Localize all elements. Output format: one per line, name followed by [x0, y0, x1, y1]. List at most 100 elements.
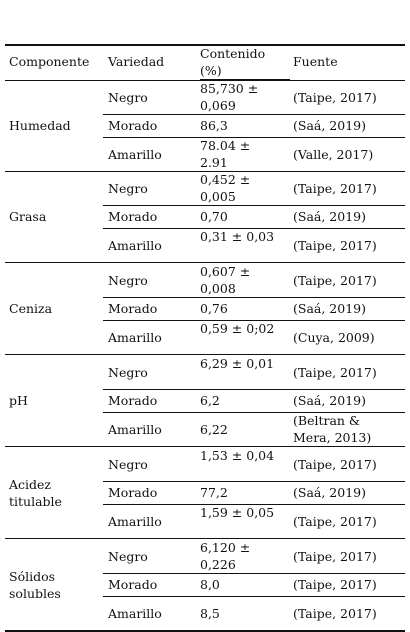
variedad-cell: Negro — [108, 364, 148, 380]
fuente-cell: (Saá, 2019) — [293, 485, 366, 500]
variedad-cell: Negro — [108, 272, 148, 288]
contenido-cell: 6,120 ± 0,226 — [200, 540, 251, 572]
row-divider — [103, 228, 405, 229]
table-row: Morado 8,0 (Taipe, 2017) — [5, 573, 405, 596]
componente-label: Humedad — [9, 118, 71, 133]
contenido-cell: 0,59 ± 0;02 — [200, 321, 275, 336]
contenido-cell: 77,2 — [200, 485, 228, 500]
table-row: Negro 0,607 ± 0,008 (Taipe, 2017) — [5, 263, 405, 297]
table-row: Amarillo 6,22 (Beltran & Mera, 2013) — [5, 412, 405, 446]
fuente-cell: (Taipe, 2017) — [293, 89, 377, 105]
contenido-cell: 6,22 — [200, 421, 228, 437]
row-divider — [103, 205, 405, 206]
componente-label: Ceniza — [9, 301, 53, 316]
variedad-cell: Negro — [108, 89, 148, 105]
table-row: Amarillo 0,31 ± 0,03 (Taipe, 2017) — [5, 228, 405, 262]
table-row: Morado 6,2 (Saá, 2019) — [5, 389, 405, 412]
componente-label: pH — [9, 393, 28, 408]
table-row: Negro 0,452 ± 0,005 (Taipe, 2017) — [5, 171, 405, 205]
variedad-cell: Amarillo — [108, 421, 162, 437]
contenido-cell: 6,2 — [200, 393, 220, 408]
table-row: Amarillo 8,5 (Taipe, 2017) — [5, 596, 405, 630]
contenido-cell: 1,59 ± 0,05 — [200, 505, 275, 520]
fuente-cell: (Saá, 2019) — [293, 301, 366, 316]
fuente-cell: (Beltran & Mera, 2013) — [293, 413, 372, 445]
table-row: Negro 6,120 ± 0,226 (Taipe, 2017) — [5, 539, 405, 573]
variedad-cell: Negro — [108, 456, 148, 472]
variedad-cell: Morado — [108, 393, 158, 408]
variedad-cell: Amarillo — [108, 605, 162, 621]
fuente-cell: (Taipe, 2017) — [293, 605, 377, 621]
table-row: Amarillo 78.04 ± 2.91 (Valle, 2017) — [5, 137, 405, 171]
variedad-cell: Morado — [108, 485, 158, 500]
table-row: Negro 6,29 ± 0,01 (Taipe, 2017) — [5, 355, 405, 389]
fuente-cell: (Taipe, 2017) — [293, 237, 377, 253]
fuente-cell: (Saá, 2019) — [293, 209, 366, 224]
table-row: Amarillo 1,59 ± 0,05 (Taipe, 2017) — [5, 504, 405, 538]
componente-label: Sólidos solubles — [9, 568, 61, 601]
table-row: Morado 77,2 (Saá, 2019) — [5, 481, 405, 504]
variedad-cell: Amarillo — [108, 237, 162, 253]
row-divider — [103, 137, 405, 138]
row-divider — [103, 504, 405, 505]
table-row: Morado 0,76 (Saá, 2019) — [5, 297, 405, 320]
variedad-cell: Negro — [108, 180, 148, 196]
row-divider — [103, 320, 405, 321]
fuente-cell: (Taipe, 2017) — [293, 364, 377, 380]
header-componente: Componente — [9, 54, 90, 69]
fuente-cell: (Saá, 2019) — [293, 118, 366, 133]
group-divider — [5, 171, 405, 172]
row-divider — [103, 596, 405, 597]
fuente-cell: (Taipe, 2017) — [293, 180, 377, 196]
table-bottom-rule — [5, 630, 405, 632]
variedad-cell: Morado — [108, 118, 158, 133]
group-divider — [5, 354, 405, 355]
contenido-cell: 8,0 — [200, 577, 220, 592]
fuente-cell: (Taipe, 2017) — [293, 272, 377, 288]
fuente-cell: (Taipe, 2017) — [293, 513, 377, 529]
contenido-cell: 0,76 — [200, 301, 228, 316]
componente-label: Acidez titulable — [9, 476, 62, 509]
contenido-cell: 0,607 ± 0,008 — [200, 264, 251, 296]
contenido-cell: 86,3 — [200, 118, 228, 133]
row-divider — [103, 297, 405, 298]
row-divider — [103, 573, 405, 574]
fuente-cell: (Taipe, 2017) — [293, 456, 377, 472]
fuente-cell: (Cuya, 2009) — [293, 329, 375, 345]
variedad-cell: Morado — [108, 577, 158, 592]
group-divider — [5, 538, 405, 539]
row-divider — [103, 481, 405, 482]
contenido-cell: 0,70 — [200, 209, 228, 224]
header-contenido-underline — [200, 79, 290, 80]
header-contenido: Contenido (%) — [200, 46, 266, 78]
row-divider — [103, 114, 405, 115]
fuente-cell: (Taipe, 2017) — [293, 577, 377, 592]
table-row: Negro 1,53 ± 0,04 (Taipe, 2017) — [5, 447, 405, 481]
fuente-cell: (Valle, 2017) — [293, 146, 374, 162]
contenido-cell: 8,5 — [200, 605, 220, 621]
table-row: Morado 86,3 (Saá, 2019) — [5, 114, 405, 137]
table-row: Amarillo 0,59 ± 0;02 (Cuya, 2009) — [5, 320, 405, 354]
contenido-cell: 0,452 ± 0,005 — [200, 172, 251, 204]
header-row: Componente Variedad Contenido (%) Fuente — [5, 44, 405, 80]
componente-label: Grasa — [9, 209, 47, 224]
table-row: Morado 0,70 (Saá, 2019) — [5, 205, 405, 228]
row-divider — [103, 412, 405, 413]
group-divider — [5, 446, 405, 447]
variedad-cell: Morado — [108, 301, 158, 316]
header-bottom-rule — [5, 80, 405, 81]
contenido-cell: 0,31 ± 0,03 — [200, 229, 275, 244]
variedad-cell: Amarillo — [108, 146, 162, 162]
contenido-cell: 85,730 ± 0,069 — [200, 81, 259, 113]
contenido-cell: 6,29 ± 0,01 — [200, 356, 275, 371]
header-fuente: Fuente — [293, 54, 338, 69]
variedad-cell: Negro — [108, 548, 148, 564]
contenido-cell: 78.04 ± 2.91 — [200, 138, 251, 170]
variedad-cell: Amarillo — [108, 329, 162, 345]
group-divider — [5, 262, 405, 263]
row-divider — [103, 389, 405, 390]
fuente-cell: (Taipe, 2017) — [293, 548, 377, 564]
variedad-cell: Morado — [108, 209, 158, 224]
contenido-cell: 1,53 ± 0,04 — [200, 448, 275, 463]
table-top-rule — [5, 44, 405, 46]
